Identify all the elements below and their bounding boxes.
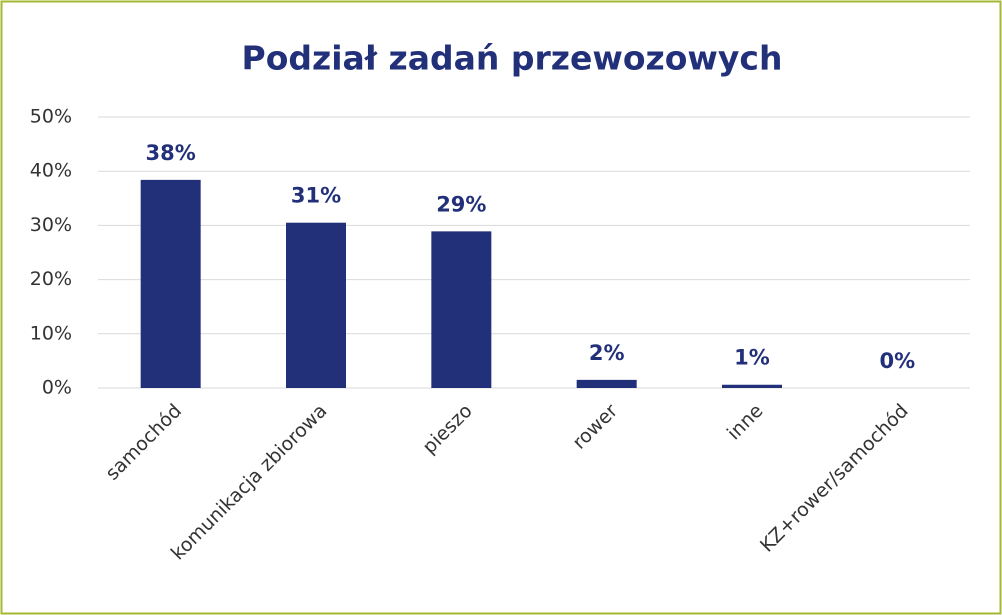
chart-title: Podział zadań przewozowych [242,39,783,78]
value-label: 31% [291,184,341,208]
y-tick-label: 10% [30,322,72,344]
y-tick-label: 0% [42,377,72,399]
y-tick-label: 20% [30,268,72,290]
value-label: 0% [880,349,916,373]
bar [140,179,201,388]
bar [576,379,637,388]
y-tick-label: 50% [30,106,72,128]
value-label: 2% [589,341,625,365]
bar [722,384,782,388]
y-tick-label: 40% [30,160,72,182]
bar [286,222,346,388]
value-label: 29% [436,192,486,216]
value-label: 1% [734,346,770,370]
bar [431,231,492,388]
value-label: 38% [146,141,196,165]
y-tick-label: 30% [30,214,72,236]
